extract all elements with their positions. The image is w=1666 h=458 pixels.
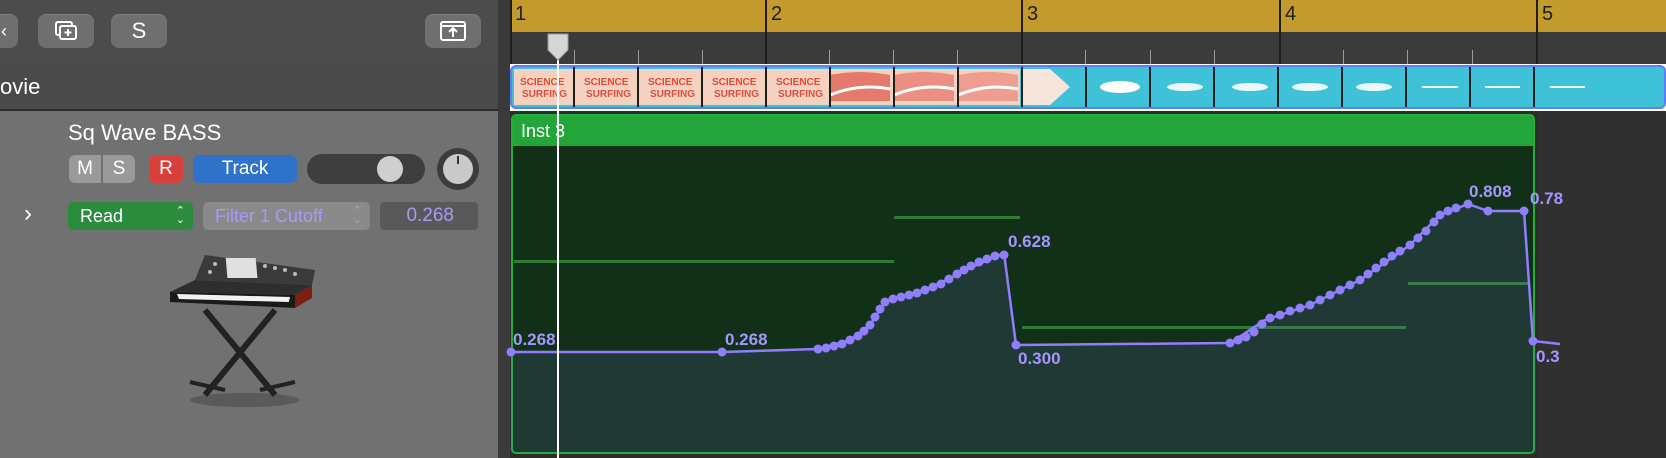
- svg-text:SCIENCE: SCIENCE: [648, 77, 693, 88]
- volume-slider[interactable]: [307, 154, 425, 184]
- region-name: Inst 3: [521, 121, 566, 141]
- svg-text:SURFING: SURFING: [714, 89, 759, 100]
- automation-value-label: 0.628: [1008, 232, 1051, 251]
- bar-line: [1279, 0, 1281, 64]
- bar-number: 1: [515, 3, 527, 25]
- svg-text:SURFING: SURFING: [650, 89, 695, 100]
- chevron-right-icon[interactable]: ›: [24, 200, 32, 227]
- share-button[interactable]: [425, 14, 481, 48]
- bar-number: 2: [771, 3, 783, 25]
- pan-knob-indicator: [457, 156, 459, 164]
- bar-line: [765, 0, 767, 64]
- beat-tick: [1343, 50, 1344, 64]
- synth-keyboard-icon: [170, 255, 315, 407]
- track-header-panel: ‹ S: [0, 0, 498, 458]
- beat-tick: [1407, 50, 1408, 64]
- bar-line: [510, 0, 512, 64]
- automation-value-label: 0.268: [725, 330, 768, 349]
- export-icon: [440, 21, 466, 41]
- mute-button[interactable]: M: [69, 155, 101, 183]
- bar-line: [1021, 0, 1023, 64]
- automation-value-label: 0.3: [1536, 347, 1560, 366]
- svg-text:SCIENCE: SCIENCE: [584, 77, 629, 88]
- beat-tick: [1150, 50, 1151, 64]
- automation-value-label: 0.268: [513, 330, 556, 349]
- beat-tick: [1472, 50, 1473, 64]
- track-header-toolbar: ‹ S: [0, 0, 498, 64]
- beat-tick: [957, 50, 958, 64]
- track-button[interactable]: Track: [193, 155, 297, 183]
- empty-lane[interactable]: [1538, 111, 1666, 458]
- automation-value-label: 0.78: [1530, 189, 1563, 208]
- svg-text:SCIENCE: SCIENCE: [776, 77, 821, 88]
- automation-mode-select[interactable]: Read ⌃ ⌄: [68, 202, 193, 230]
- pan-knob[interactable]: [437, 148, 479, 190]
- automation-points[interactable]: [506, 199, 1538, 357]
- beat-tick: [1085, 50, 1086, 64]
- playhead-line[interactable]: [557, 48, 559, 458]
- region-header[interactable]: Inst 3: [513, 116, 1533, 146]
- track-name[interactable]: Sq Wave BASS: [68, 120, 222, 145]
- svg-text:SURFING: SURFING: [778, 89, 823, 100]
- bar-number: 3: [1027, 3, 1039, 25]
- duplicate-track-icon: [55, 21, 77, 40]
- beat-tick: [893, 50, 894, 64]
- automation-value-field[interactable]: 0.268: [380, 202, 478, 230]
- updown-chevron-icon: ⌃ ⌄: [175, 205, 185, 226]
- movie-track-label: ovie: [0, 74, 41, 99]
- beat-tick: [702, 50, 703, 64]
- beat-tick: [574, 50, 575, 64]
- automation-parameter-label: Filter 1 Cutoff: [215, 205, 323, 226]
- beat-tick: [1214, 50, 1215, 64]
- solo-toolbar-label: S: [131, 18, 147, 43]
- automation-value-label: 0.808: [1469, 182, 1512, 201]
- svg-text:SCIENCE: SCIENCE: [712, 77, 757, 88]
- svg-text:SURFING: SURFING: [522, 89, 567, 100]
- pan-knob-dial: [443, 154, 473, 184]
- beat-tick: [829, 50, 830, 64]
- midi-notes: [514, 216, 1528, 329]
- svg-text:SCIENCE: SCIENCE: [520, 77, 565, 88]
- back-button[interactable]: ‹: [0, 14, 18, 48]
- bar-number: 4: [1285, 3, 1297, 25]
- solo-button[interactable]: S: [103, 155, 135, 183]
- updown-chevron-icon: ⌃ ⌄: [352, 205, 362, 226]
- panel-divider[interactable]: [498, 0, 510, 458]
- record-enable-button[interactable]: R: [149, 155, 183, 183]
- automation-parameter-select[interactable]: Filter 1 Cutoff ⌃ ⌄: [203, 202, 370, 230]
- movie-track-header[interactable]: ovie: [0, 64, 498, 111]
- solo-toolbar-button[interactable]: S: [111, 14, 167, 48]
- chevron-left-icon: ‹: [1, 20, 7, 41]
- region-body[interactable]: [513, 146, 1533, 452]
- bar-number: 5: [1542, 3, 1554, 25]
- bar-line: [1536, 0, 1538, 64]
- automation-fill: [511, 204, 1536, 452]
- midi-region[interactable]: Inst 3: [511, 114, 1535, 454]
- volume-slider-knob[interactable]: [377, 156, 403, 182]
- automation-value-label: 0.300: [1018, 349, 1061, 368]
- bar-ruler[interactable]: [510, 0, 1666, 32]
- automation-mode-label: Read: [80, 205, 124, 226]
- playhead-handle[interactable]: [545, 32, 571, 62]
- svg-text:SURFING: SURFING: [586, 89, 631, 100]
- movie-thumbnail-strip[interactable]: SCIENCE SURFING SCIENCE SURFING SCIENCE SUR…: [510, 65, 1666, 109]
- beat-tick: [638, 50, 639, 64]
- duplicate-track-button[interactable]: [38, 14, 94, 48]
